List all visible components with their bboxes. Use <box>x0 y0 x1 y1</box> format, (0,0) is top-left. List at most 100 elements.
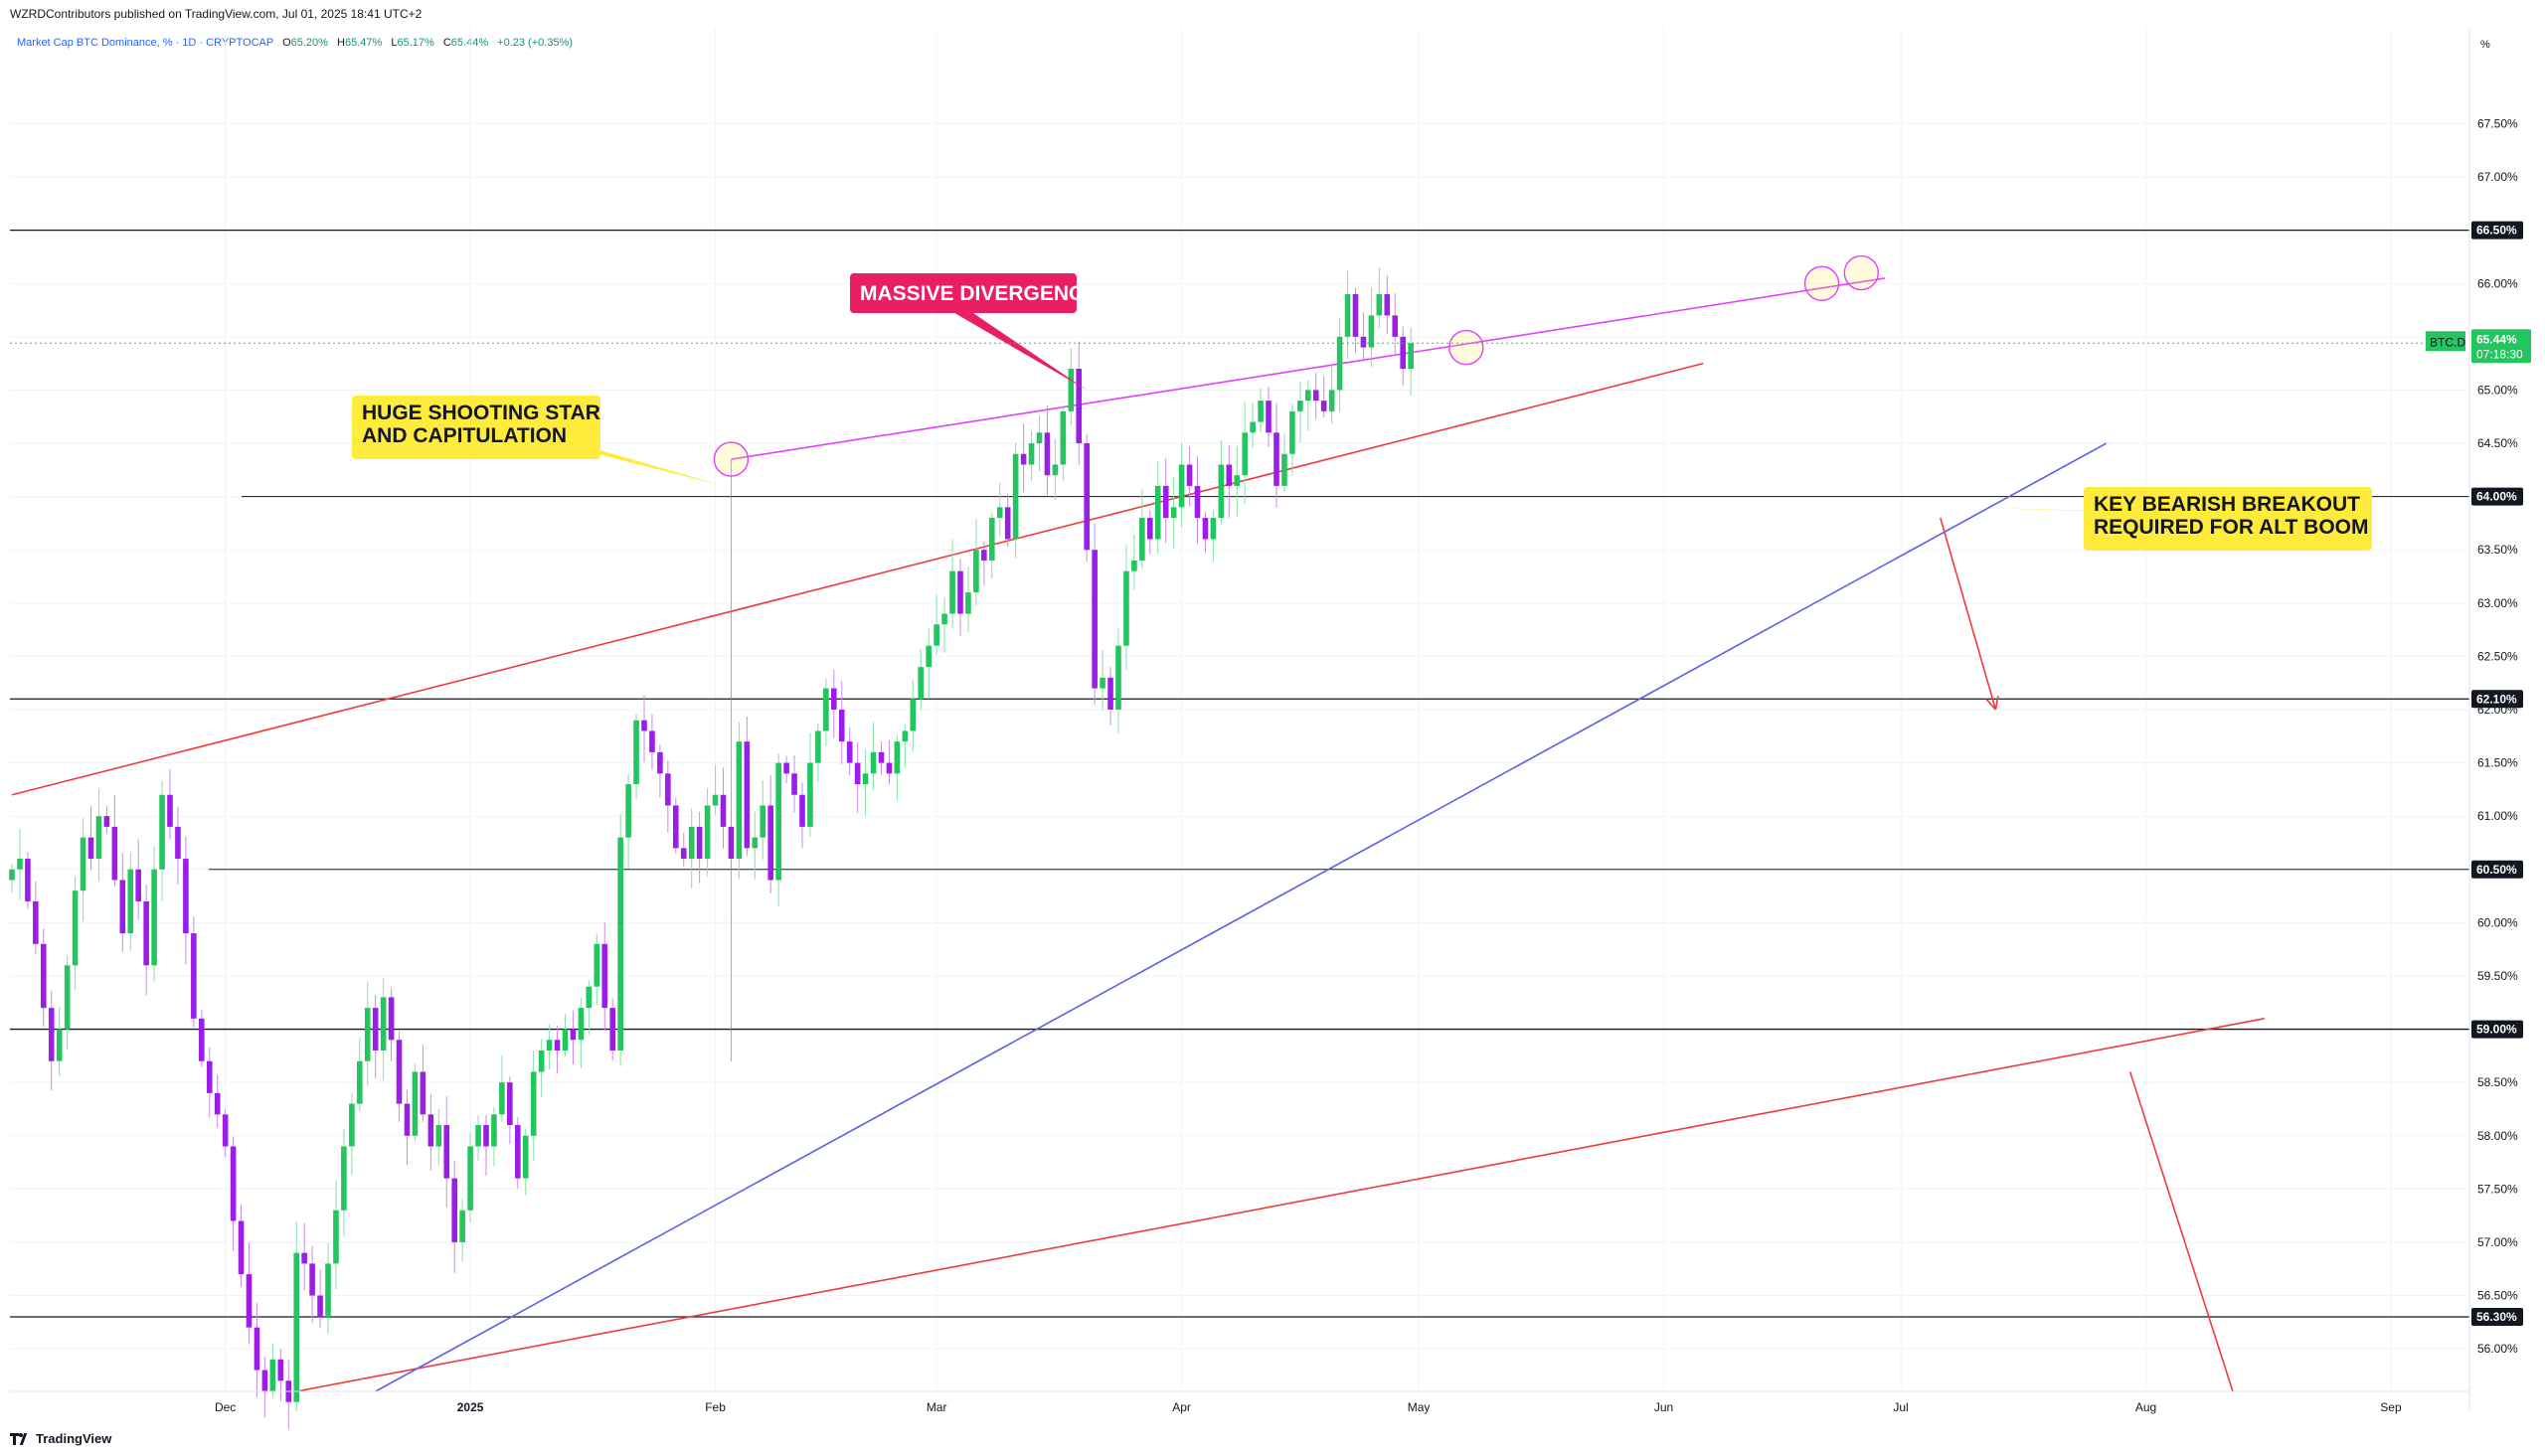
annotation-text: HUGE SHOOTING STAR <box>362 402 600 424</box>
candle-body <box>1115 645 1121 710</box>
candle-body <box>1076 369 1083 444</box>
candle-body <box>1060 410 1067 465</box>
countdown-text: 07:18:30 <box>2476 347 2523 361</box>
candle-body <box>1273 432 1279 486</box>
candle-body <box>965 592 971 614</box>
candle-body <box>467 1146 473 1211</box>
legend-source[interactable]: CRYPTOCAP <box>206 37 274 49</box>
grid-layer <box>10 28 2469 1391</box>
candle-body <box>1044 432 1051 476</box>
symbol-badge-text: BTC.D <box>2430 335 2465 349</box>
current-price-badge <box>2471 329 2531 364</box>
legend-h-value: 65.47% <box>344 37 383 49</box>
candle-body <box>364 1008 371 1061</box>
candle-body <box>546 1040 553 1051</box>
candle-body <box>1376 293 1383 316</box>
candle-body <box>1360 336 1367 348</box>
candle-body <box>1258 401 1264 422</box>
candle-body <box>752 837 759 849</box>
candle-body <box>388 997 395 1041</box>
trendlines-layer <box>11 277 2265 1392</box>
candle-body <box>918 667 925 700</box>
candle-body <box>1028 443 1035 465</box>
candle-body <box>459 1210 465 1242</box>
candle-body <box>443 1125 450 1179</box>
candle-body <box>720 794 727 827</box>
candle-body <box>451 1178 457 1242</box>
candle-body <box>64 965 71 1030</box>
candle-body <box>1226 464 1233 486</box>
annotation-text: REQUIRED FOR ALT BOOM <box>2094 516 2369 539</box>
candle-body <box>301 1252 307 1264</box>
candle-body <box>578 1008 585 1041</box>
candle-body <box>886 762 893 774</box>
candle-body <box>894 741 901 774</box>
candle-body <box>1312 390 1319 402</box>
candle-body <box>728 826 735 860</box>
candle-body <box>127 869 134 934</box>
candle-body <box>1218 464 1225 519</box>
candle-body <box>744 741 751 849</box>
candle-body <box>404 1103 411 1136</box>
price-axis-unit: % <box>2480 39 2490 51</box>
candle-body <box>933 624 939 646</box>
candle-body <box>1352 293 1359 337</box>
candle-body <box>1154 485 1161 540</box>
circles-layer <box>713 254 1880 477</box>
level-price-badge-text: 62.10% <box>2476 692 2517 706</box>
candle-body <box>760 805 766 838</box>
candle-body <box>1242 432 1248 476</box>
candle-body <box>1004 507 1011 540</box>
candle-body <box>862 773 869 785</box>
candle-body <box>538 1051 545 1072</box>
legend-symbol[interactable]: Market Cap BTC Dominance, % <box>17 37 173 49</box>
candle-body <box>1384 293 1391 316</box>
time-tick-label: Aug <box>2135 1400 2156 1414</box>
candle-body <box>1234 475 1241 486</box>
price-tick-label: 65.00% <box>2477 383 2518 397</box>
candle-body <box>1368 315 1375 348</box>
candle-body <box>586 986 593 1009</box>
legend-l-value: 65.17% <box>397 37 434 49</box>
candle-body <box>230 1146 237 1221</box>
price-tick-label: 60.00% <box>2477 915 2518 929</box>
candle-body <box>396 1040 403 1104</box>
bearish-arrow-shaft <box>1940 517 1997 711</box>
price-tick-label: 58.50% <box>2477 1075 2518 1089</box>
candle-body <box>1162 485 1169 519</box>
candle-body <box>175 826 181 860</box>
candle-body <box>507 1082 513 1126</box>
legend-interval[interactable]: 1D <box>182 37 197 49</box>
candle-body <box>333 1210 339 1264</box>
candle-body <box>1408 343 1414 369</box>
candle-body <box>570 1029 577 1041</box>
time-axis[interactable]: Dec 2025 Feb Mar Apr May Jun Jul Aug Sep <box>10 1390 2469 1414</box>
candle-body <box>704 805 711 860</box>
legend-c-value: 65.44% <box>450 37 489 49</box>
candle-body <box>633 720 639 785</box>
candle-body <box>1092 550 1098 689</box>
candle-body <box>680 848 687 860</box>
candle-body <box>1147 518 1153 540</box>
candle-body <box>317 1295 323 1317</box>
candle-body <box>80 837 86 891</box>
trendline-magenta-divergence <box>731 277 1886 460</box>
candle-body <box>380 997 387 1051</box>
price-axis[interactable]: % 56.00% 56.50% 57.00% 57.50% 58.00% 58.50% 59.… <box>10 28 2531 1411</box>
candle-body <box>206 1060 213 1093</box>
level-price-badge <box>2471 690 2523 709</box>
price-tick-label: 63.00% <box>2477 596 2518 610</box>
candle-body <box>1123 570 1129 646</box>
time-tick-label: Mar <box>927 1400 947 1414</box>
candle-body <box>1210 518 1217 540</box>
candle-body <box>1297 401 1303 411</box>
candle-body <box>214 1092 221 1115</box>
time-tick-label: Apr <box>1172 1400 1191 1414</box>
tradingview-brand[interactable]: TradingView <box>10 1431 111 1446</box>
price-tick-label: 58.00% <box>2477 1129 2518 1143</box>
legend-sep-2: · <box>199 37 207 49</box>
price-tick-label: 61.50% <box>2477 756 2518 770</box>
candle-body <box>1289 410 1295 454</box>
candle-body <box>1305 390 1311 402</box>
